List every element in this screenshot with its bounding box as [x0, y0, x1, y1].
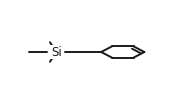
Text: Si: Si: [51, 46, 62, 58]
